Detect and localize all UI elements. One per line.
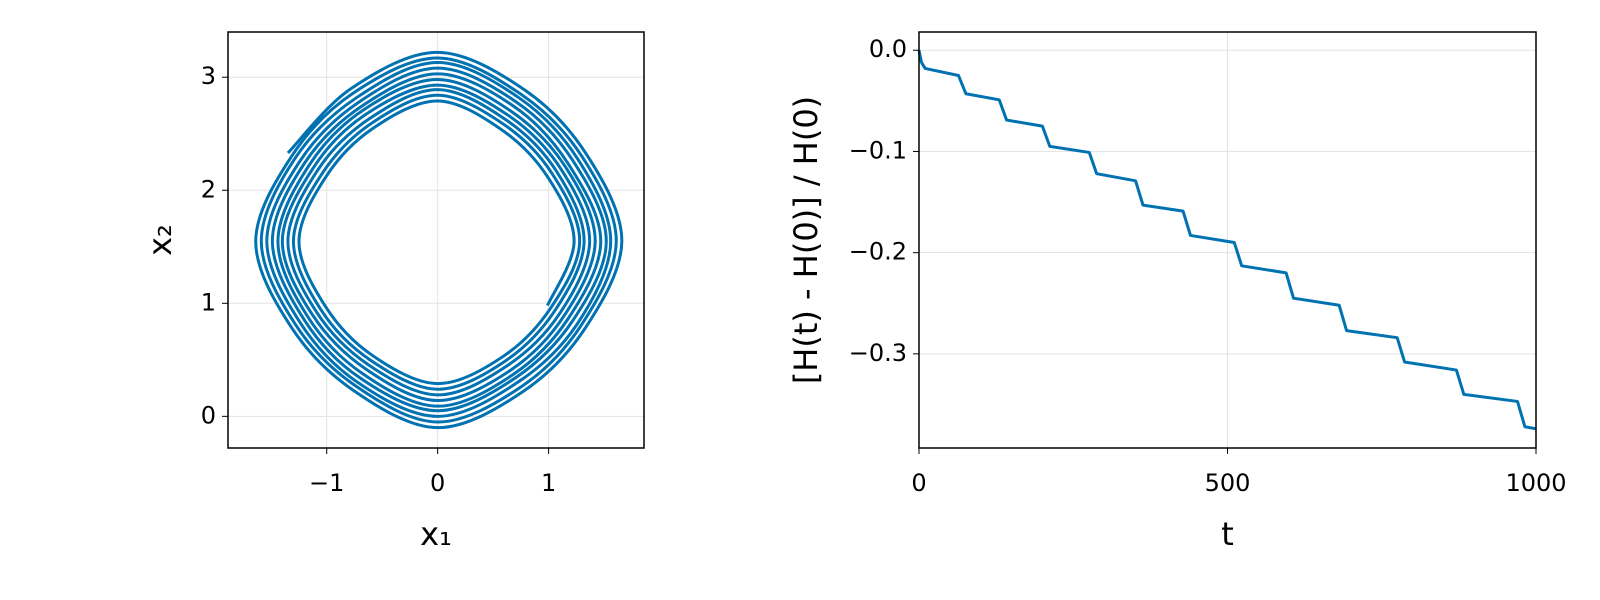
y-tick-label: −0.3 xyxy=(849,339,907,367)
y-axis-label: [H(t) - H(0)] / H(0) xyxy=(787,96,825,384)
x-axis-label: t xyxy=(1221,515,1234,553)
x-tick-label: 1 xyxy=(541,469,556,497)
y-tick-label: 0.0 xyxy=(869,35,907,63)
x-tick-label: −1 xyxy=(309,469,344,497)
data-line xyxy=(917,49,1537,431)
x-tick-label: 500 xyxy=(1205,469,1251,497)
subplot: −1 0 1 0 1 2 3 x₁ x₂ xyxy=(141,31,645,553)
x-tick-label: 1000 xyxy=(1505,469,1566,497)
x-tick-label: 0 xyxy=(911,469,926,497)
y-tick-label: 0 xyxy=(201,401,216,429)
y-axis-label: x₂ xyxy=(141,224,179,256)
x-axis-label: x₁ xyxy=(420,515,452,553)
y-tick-label: 2 xyxy=(201,175,216,203)
x-tick-label: 0 xyxy=(430,469,445,497)
y-tick-label: 1 xyxy=(201,288,216,316)
data-line xyxy=(254,50,624,430)
axes-frame xyxy=(918,31,1537,449)
y-tick-label: −0.2 xyxy=(849,238,907,266)
axes-frame xyxy=(227,31,645,449)
y-tick-label: 3 xyxy=(201,62,216,90)
subplot: 0 500 1000 0.0 −0.1 −0.2 −0.3 t [H(t) - H(0)] / … xyxy=(787,31,1567,553)
y-tick-label: −0.1 xyxy=(849,136,907,164)
